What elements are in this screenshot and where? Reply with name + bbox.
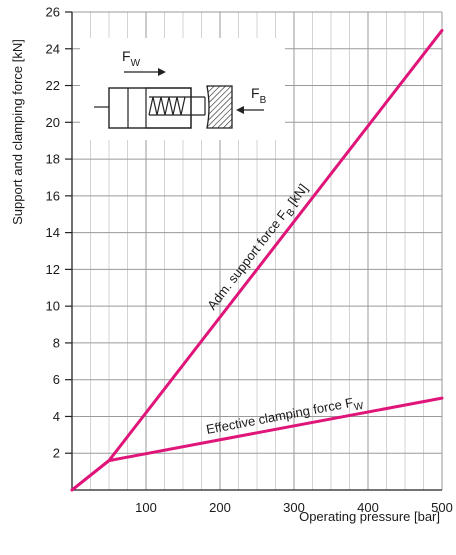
y-tick-label: 4 [53,409,60,424]
y-tick-label: 24 [46,41,60,56]
schematic-spring-chamber [145,87,192,129]
x-axis-title: Operating pressure [bar] [299,509,440,524]
schematic-fw-arrow-head [158,68,166,76]
y-tick-label: 16 [46,188,60,203]
schematic-fb-label: FB [251,85,267,106]
schematic-fb-arrow-head [236,106,244,114]
y-tick-label: 2 [53,446,60,461]
y-tick-label: 8 [53,335,60,350]
series-lines [70,28,444,492]
y-tick-label: 14 [46,225,60,240]
y-tick-label: 10 [46,299,60,314]
x-tick-label: 400 [357,500,379,515]
x-tick-label: 100 [135,500,157,515]
cylinder-schematic: FW FB [80,38,285,140]
y-tick-label: 6 [53,372,60,387]
y-axis-title: Support and clamping force [kN] [10,39,25,225]
y-tick-label: 26 [46,5,60,20]
schematic-workpiece [206,85,233,129]
x-tick-label: 200 [209,500,231,515]
x-tick-label: 300 [283,500,305,515]
y-tick-label: 22 [46,78,60,93]
x-tick-labels: 100 200 300 400 500 [135,500,453,515]
y-tick-label: 20 [46,115,60,130]
series-line-1 [70,396,444,492]
y-tick-label: 18 [46,152,60,167]
series-label-support-force: Adm. support force FB [kN] [204,181,314,315]
x-tick-label: 500 [431,500,453,515]
schematic-fw-label: FW [122,48,141,69]
schematic-spring [148,96,186,116]
y-tick-label: 12 [46,262,60,277]
